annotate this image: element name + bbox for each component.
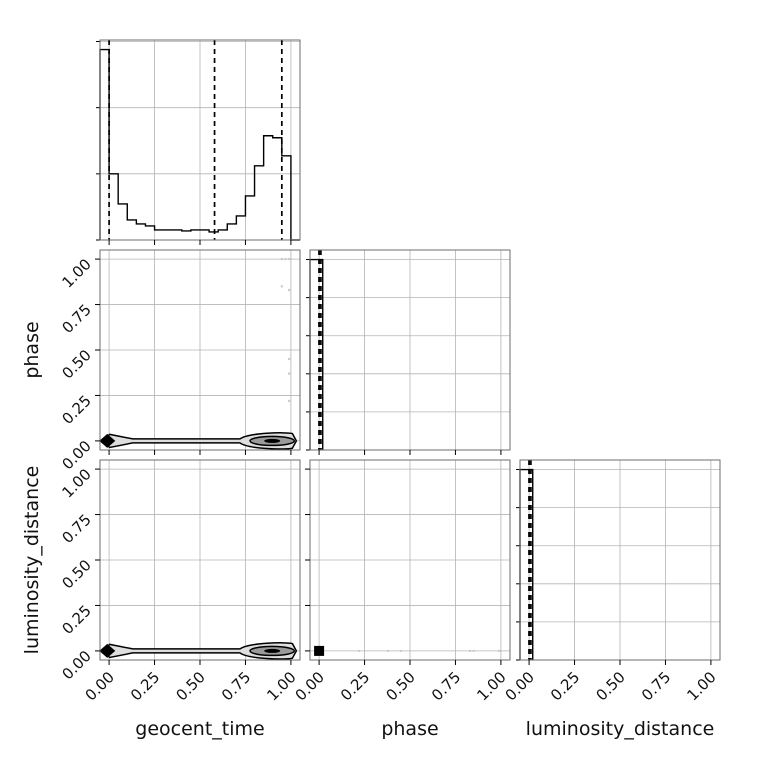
x-tick-label: 0.00	[82, 668, 118, 704]
scatter-point	[280, 257, 284, 261]
phase-vs-geocent-contour-outer	[102, 432, 298, 450]
scatter-point	[287, 288, 291, 292]
distance-vs-geocent-contour-peak	[99, 643, 116, 658]
scatter-point	[287, 257, 291, 261]
x-tick-label: 1.00	[683, 668, 719, 704]
scatter-point	[280, 285, 284, 288]
distance-vs-geocent-contour-inner	[249, 645, 296, 657]
histogram-geocent_time	[99, 48, 300, 241]
xlabel-luminosity-distance: luminosity_distance	[526, 718, 715, 740]
density-square	[314, 645, 325, 656]
y-tick-label: 1.00	[58, 255, 94, 291]
phase-vs-geocent-contour-core	[264, 438, 281, 443]
x-tick-label: 0.50	[382, 668, 418, 704]
xlabel-phase: phase	[381, 718, 438, 740]
x-tick-label: 0.25	[547, 668, 583, 704]
phase-vs-geocent-contour-peak	[99, 433, 116, 448]
phase-vs-geocent-contour-fill	[103, 432, 297, 450]
phase-vs-geocent-contour-inner	[249, 435, 296, 447]
scatter-point	[287, 399, 291, 403]
y-tick-label: 0.25	[58, 602, 94, 638]
scatter-point	[399, 649, 403, 653]
y-tick-label: 1.00	[58, 465, 94, 501]
x-tick-label: 0.75	[218, 668, 254, 704]
y-tick-label: 0.75	[58, 511, 94, 547]
distance-vs-geocent-contour-outer	[102, 642, 298, 660]
y-tick-label: 0.75	[58, 301, 94, 337]
x-tick-label: 0.75	[428, 668, 464, 704]
scatter-point	[499, 649, 503, 653]
distance-vs-geocent-contour-fill	[103, 642, 297, 660]
scatter-point	[468, 649, 472, 653]
scatter-point	[357, 649, 361, 653]
x-tick-label: 0.50	[172, 668, 208, 704]
y-tick-label: 0.50	[58, 346, 94, 382]
y-tick-label: 0.25	[58, 392, 94, 428]
y-tick-label: 0.50	[58, 556, 94, 592]
distance-vs-geocent-contour-core	[264, 648, 281, 653]
x-tick-label: 0.25	[337, 668, 373, 704]
x-tick-label: 0.50	[592, 668, 628, 704]
x-tick-label: 1.00	[263, 668, 299, 704]
x-tick-label: 0.25	[127, 668, 163, 704]
scatter-point	[287, 357, 291, 361]
x-tick-label: 0.75	[638, 668, 674, 704]
scatter-point	[386, 649, 390, 653]
scatter-point	[472, 649, 475, 653]
y-tick-label: 0.00	[58, 437, 94, 473]
ylabel-luminosity-distance: luminosity_distance	[21, 466, 43, 655]
scatter-point	[289, 257, 293, 261]
scatter-point	[284, 257, 287, 261]
x-tick-label: 0.00	[292, 668, 328, 704]
scatter-point	[497, 649, 501, 653]
scatter-point	[287, 372, 291, 375]
xlabel-geocent-time: geocent_time	[135, 718, 264, 740]
x-tick-label: 0.00	[502, 668, 538, 704]
ylabel-phase: phase	[21, 321, 43, 378]
y-tick-label: 0.00	[58, 647, 94, 683]
x-tick-label: 1.00	[473, 668, 509, 704]
